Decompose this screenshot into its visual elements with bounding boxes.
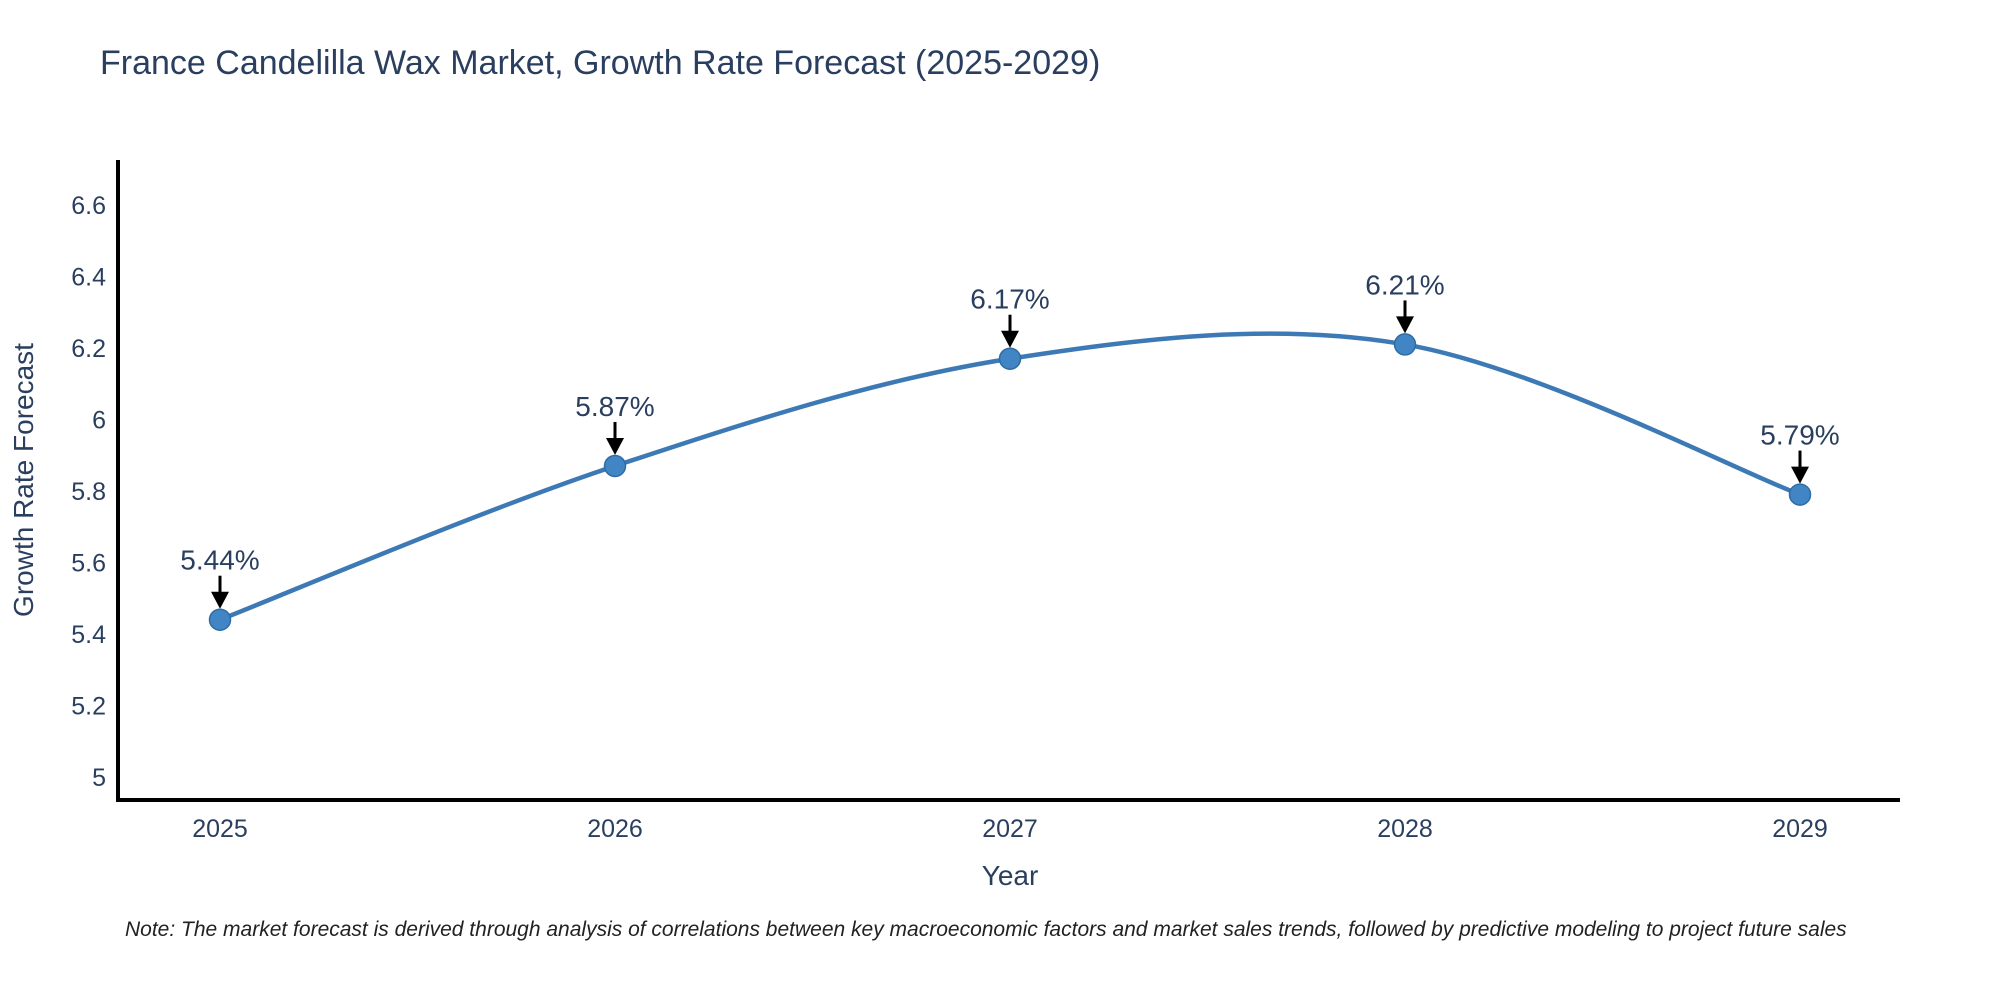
point-value-label: 5.87%: [575, 391, 654, 422]
data-point-2026: [603, 454, 627, 478]
annotation-arrowhead: [211, 591, 229, 609]
x-tick-label: 2027: [982, 815, 1038, 843]
data-point-2029: [1788, 483, 1812, 506]
y-tick-label: 6.6: [71, 192, 106, 220]
y-tick-label: 6: [92, 407, 106, 435]
point-value-label: 6.21%: [1365, 269, 1444, 300]
x-tick-label: 2025: [192, 815, 248, 843]
y-tick-label: 6.2: [71, 335, 106, 363]
x-axis-title: Year: [981, 860, 1039, 891]
y-tick-label: 5.8: [71, 478, 106, 506]
y-tick-label: 5.2: [71, 693, 106, 721]
trend-line: [219, 331, 1801, 622]
y-tick-label: 5.6: [71, 550, 106, 578]
annotation-arrowhead: [606, 437, 624, 455]
data-point-2028: [1393, 333, 1417, 356]
y-tick-label: 6.4: [71, 264, 106, 292]
point-value-label: 5.44%: [180, 545, 259, 576]
footnote: Note: The market forecast is derived thr…: [125, 918, 1847, 941]
point-value-label: 6.17%: [970, 284, 1049, 315]
data-point-2025: [208, 608, 232, 631]
x-tick-label: 2026: [587, 815, 643, 843]
x-tick-label: 2029: [1772, 815, 1828, 843]
axis-lines: [116, 160, 1900, 802]
chart-title: France Candelilla Wax Market, Growth Rat…: [100, 44, 1101, 82]
y-tick-label: 5.4: [71, 621, 106, 649]
y-tick-label: 5: [92, 764, 106, 792]
annotation-arrowhead: [1396, 316, 1414, 334]
data-point-2027: [998, 347, 1022, 370]
point-value-label: 5.79%: [1760, 420, 1839, 451]
x-tick-label: 2028: [1377, 815, 1433, 843]
annotation-arrowhead: [1791, 466, 1809, 484]
annotation-arrowhead: [1001, 330, 1019, 348]
